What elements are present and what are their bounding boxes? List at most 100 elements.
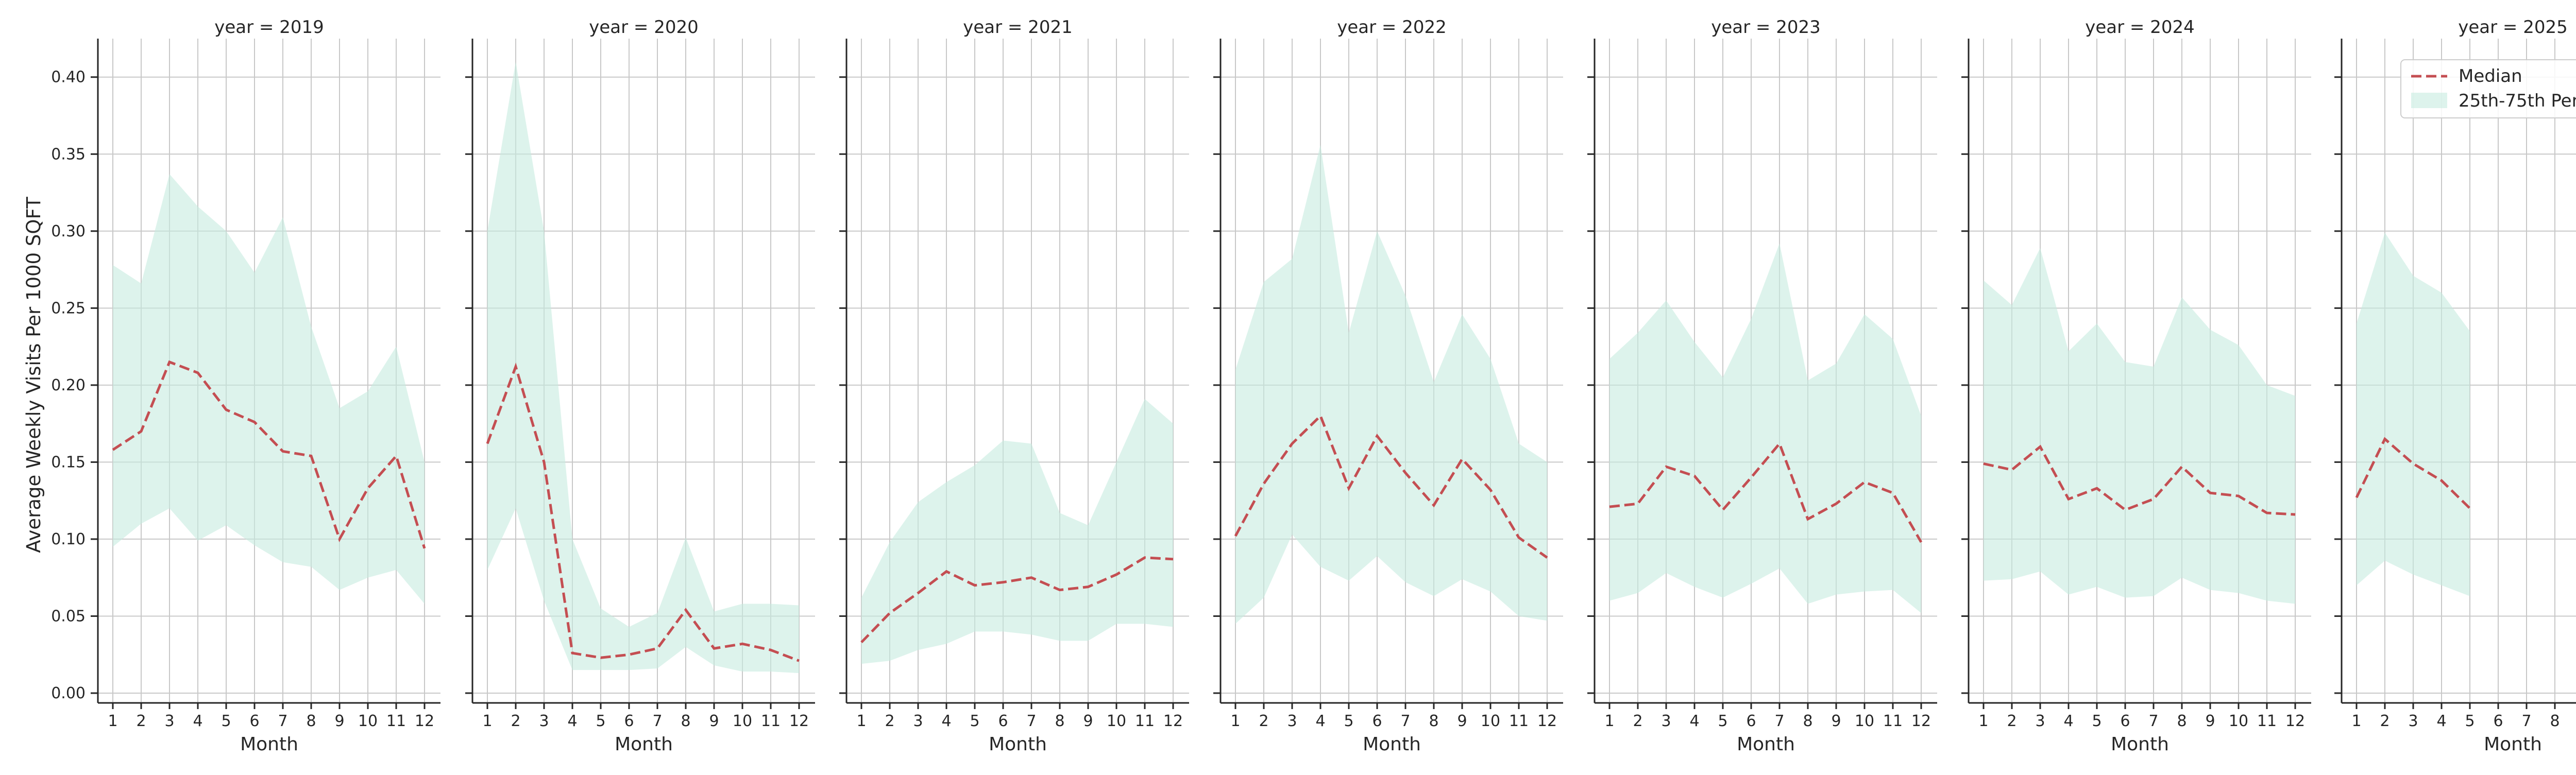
x-tick-label: 1 [856,712,866,730]
x-tick-label: 12 [1911,712,1931,730]
x-tick-label: 4 [1315,712,1325,730]
x-tick-label: 2 [885,712,894,730]
x-tick-label: 4 [567,712,577,730]
legend-median-label: Median [2459,66,2522,87]
legend-band-swatch [2411,93,2447,108]
x-tick-label: 5 [2465,712,2475,730]
x-tick-label: 2 [136,712,146,730]
x-tick-label: 5 [221,712,231,730]
x-tick-label: 8 [306,712,316,730]
median-line [1609,441,1923,543]
legend-band-label: 25th-75th Percentile [2459,91,2576,111]
x-tick-label: 10 [1481,712,1500,730]
x-tick-label: 6 [1746,712,1756,730]
x-tick-label: 7 [2521,712,2531,730]
panels: 0.000.050.100.150.200.250.300.350.401 2 3 4… [51,17,2576,755]
percentile-band [2357,232,2470,596]
y-tick-label: 0.25 [51,299,86,317]
x-tick-label: 9 [1457,712,1467,730]
legend: Median 25th-75th Percentile [2400,59,2576,118]
x-axis-label: Month [2111,734,2169,755]
panel-title: year = 2025 [2458,17,2567,38]
x-tick-label: 8 [681,712,690,730]
x-tick-label: 11 [386,712,406,730]
x-tick-label: 12 [789,712,809,730]
x-tick-label: 12 [1537,712,1557,730]
panel-title: year = 2019 [214,17,324,38]
y-tick-label: 0.40 [51,68,86,87]
x-tick-label: 7 [652,712,662,730]
x-tick-label: 12 [1163,712,1183,730]
x-tick-label: 2 [511,712,520,730]
x-tick-label: 2 [1259,712,1268,730]
x-tick-label: 6 [998,712,1008,730]
x-tick-label: 9 [334,712,344,730]
x-tick-label: 3 [2035,712,2045,730]
x-axis-label: Month [240,734,298,755]
percentile-band [1609,243,1921,613]
x-tick-label: 12 [415,712,434,730]
x-tick-label: 7 [278,712,287,730]
x-tick-label: 6 [1372,712,1382,730]
x-axis-label: Month [989,734,1047,755]
median-line [486,363,800,662]
x-tick-label: 10 [1107,712,1126,730]
x-tick-label: 7 [1026,712,1036,730]
y-axis-label: Average Weekly Visits Per 1000 SQFT [23,197,45,553]
x-tick-label: 11 [1509,712,1529,730]
x-tick-label: 8 [1055,712,1064,730]
median-line [860,556,1174,644]
y-tick-label: 0.15 [51,453,86,471]
x-tick-label: 9 [1831,712,1841,730]
x-tick-label: 12 [2285,712,2305,730]
x-tick-label: 8 [1803,712,1812,730]
y-tick-label: 0.20 [51,376,86,394]
x-tick-label: 2 [2007,712,2016,730]
percentile-band [487,61,799,674]
panel-title: year = 2021 [963,17,1072,38]
percentile-band [861,399,1173,664]
x-tick-label: 7 [1774,712,1784,730]
x-tick-label: 11 [1883,712,1903,730]
y-tick-label: 0.00 [51,684,86,702]
x-axis-label: Month [615,734,673,755]
x-tick-label: 4 [2436,712,2446,730]
x-tick-label: 7 [2148,712,2158,730]
x-tick-label: 6 [249,712,259,730]
panel-title: year = 2023 [1711,17,1820,38]
x-tick-label: 10 [1855,712,1874,730]
x-tick-label: 5 [1344,712,1353,730]
x-tick-label: 6 [2120,712,2130,730]
x-tick-label: 6 [2493,712,2503,730]
y-tick-label: 0.05 [51,607,86,625]
x-tick-label: 2 [1633,712,1642,730]
x-tick-label: 7 [1400,712,1410,730]
panel-title: year = 2020 [589,17,698,38]
x-tick-label: 6 [624,712,634,730]
percentile-band [1984,248,2295,604]
x-tick-label: 8 [1429,712,1438,730]
x-axis-label: Month [2484,734,2542,755]
x-tick-label: 8 [2550,712,2560,730]
x-tick-label: 1 [108,712,117,730]
panel-1: 0.000.050.100.150.200.250.300.350.401 2 3 4… [51,17,440,755]
x-tick-label: 1 [482,712,492,730]
median-line [112,360,426,549]
x-tick-label: 9 [709,712,719,730]
x-tick-label: 8 [2177,712,2187,730]
x-tick-label: 1 [1230,712,1240,730]
y-tick-label: 0.10 [51,530,86,548]
x-tick-label: 11 [1135,712,1155,730]
x-tick-label: 5 [1718,712,1727,730]
panel-title: year = 2024 [2085,17,2194,38]
x-tick-label: 10 [358,712,378,730]
percentile-band [1235,145,1547,624]
x-tick-label: 10 [733,712,752,730]
x-tick-label: 1 [2351,712,2361,730]
x-tick-label: 9 [2205,712,2215,730]
x-tick-label: 11 [761,712,781,730]
